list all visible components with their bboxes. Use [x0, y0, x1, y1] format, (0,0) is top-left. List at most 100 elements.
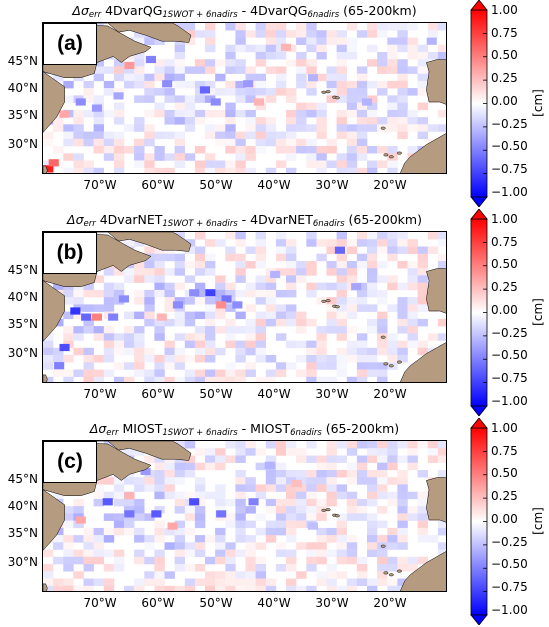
heatmap-cell — [417, 73, 428, 82]
heatmap-cell — [63, 167, 74, 173]
land-polygon — [400, 551, 446, 591]
heatmap-cell — [387, 80, 398, 89]
land-polygon — [43, 232, 192, 252]
heatmap-cell — [215, 282, 226, 291]
heatmap-cell — [336, 289, 347, 298]
heatmap-cell — [63, 542, 74, 550]
heatmap-cell — [103, 347, 115, 356]
heatmap-cell — [164, 355, 175, 363]
heatmap-cell — [93, 326, 104, 334]
heatmap-cell — [306, 160, 317, 168]
heatmap-cell — [346, 37, 358, 45]
heatmap-cell — [63, 578, 74, 586]
heatmap-cell — [134, 535, 145, 543]
heatmap-cell — [306, 138, 317, 147]
heatmap-cell — [377, 369, 388, 377]
heatmap-cell — [245, 535, 256, 543]
heatmap-cell — [225, 578, 236, 586]
heatmap-cell — [205, 88, 216, 96]
heatmap-cell — [205, 253, 216, 262]
heatmap-cell — [134, 160, 145, 168]
heatmap-cell — [296, 261, 307, 269]
heatmap-cell — [63, 376, 74, 382]
heatmap-cell — [134, 448, 145, 456]
heatmap-cell — [356, 253, 368, 262]
heatmap-cell — [296, 146, 307, 154]
heatmap-cell — [417, 498, 428, 507]
heatmap-cell — [235, 578, 246, 586]
heatmap-cell — [184, 275, 196, 283]
heatmap-cell — [154, 506, 165, 514]
heatmap-cell — [245, 282, 256, 291]
heatmap-cell — [245, 477, 256, 485]
heatmap-cell — [63, 506, 74, 514]
heatmap-cell — [164, 304, 175, 312]
colorbar-tick-label: −0.50 — [491, 139, 528, 154]
heatmap-cell — [93, 355, 104, 363]
lon-tick-label: 60°W — [141, 387, 175, 401]
heatmap-cell — [235, 232, 246, 240]
heatmap-cell — [194, 30, 206, 38]
heatmap-cell — [63, 80, 74, 89]
heatmap-cell — [154, 491, 165, 500]
heatmap-cell — [275, 527, 287, 536]
title-model-a: 4DvarQG — [105, 3, 163, 18]
heatmap-cell — [367, 578, 378, 586]
heatmap-cell — [144, 37, 155, 45]
heatmap-cell — [184, 441, 196, 449]
heatmap-cell — [235, 455, 246, 463]
heatmap-cell — [387, 585, 398, 591]
heatmap-cell — [164, 340, 175, 349]
heatmap-cell — [225, 304, 236, 312]
heatmap-cell — [336, 491, 347, 500]
heatmap-cell — [93, 542, 104, 550]
heatmap-cell — [113, 167, 125, 173]
heatmap-cell — [356, 66, 368, 74]
heatmap-cell — [103, 80, 115, 89]
heatmap-cell — [235, 527, 246, 536]
heatmap-cell — [367, 535, 378, 543]
heatmap-cell — [108, 313, 119, 321]
heatmap-cell — [296, 355, 307, 363]
heatmap-cell — [235, 66, 246, 74]
heatmap-cell — [346, 535, 358, 543]
heatmap-cell — [316, 455, 327, 463]
heatmap-cell — [210, 98, 221, 106]
heatmap-cell — [83, 362, 94, 370]
heatmap-cell — [194, 146, 206, 154]
heatmap-cell — [427, 246, 439, 254]
heatmap-cell — [356, 455, 368, 463]
heatmap-cell — [63, 311, 74, 320]
heatmap-cell — [225, 138, 236, 147]
heatmap-cell — [103, 146, 115, 154]
heatmap-cell — [225, 318, 236, 327]
island — [383, 362, 389, 366]
heatmap-cell — [43, 165, 54, 173]
heatmap-cell — [417, 131, 428, 140]
heatmap-cell — [164, 253, 175, 262]
heatmap-cell — [265, 304, 277, 312]
heatmap-cell — [316, 549, 327, 558]
heatmap-cell — [184, 527, 196, 536]
heatmap-cell — [225, 564, 236, 572]
heatmap-cell — [245, 124, 256, 132]
heatmap-cell — [296, 59, 307, 67]
heatmap-cell — [154, 369, 165, 377]
heatmap-cell — [265, 527, 277, 536]
heatmap-cell — [346, 448, 358, 456]
heatmap-cell — [346, 124, 358, 132]
colorbar — [470, 209, 488, 416]
heatmap-cell — [265, 520, 277, 529]
heatmap-cell — [316, 124, 327, 132]
heatmap-cell — [306, 146, 317, 154]
heatmap-cell — [265, 66, 277, 74]
heatmap-cell — [174, 66, 185, 74]
heatmap-cell — [367, 102, 378, 111]
heatmap-cell — [356, 340, 368, 349]
heatmap-cell — [205, 109, 216, 118]
heatmap-cell — [367, 484, 378, 492]
heatmap-cell — [367, 275, 378, 283]
heatmap-cell — [235, 59, 246, 67]
heatmap-cell — [265, 282, 277, 291]
heatmap-cell — [280, 43, 291, 51]
